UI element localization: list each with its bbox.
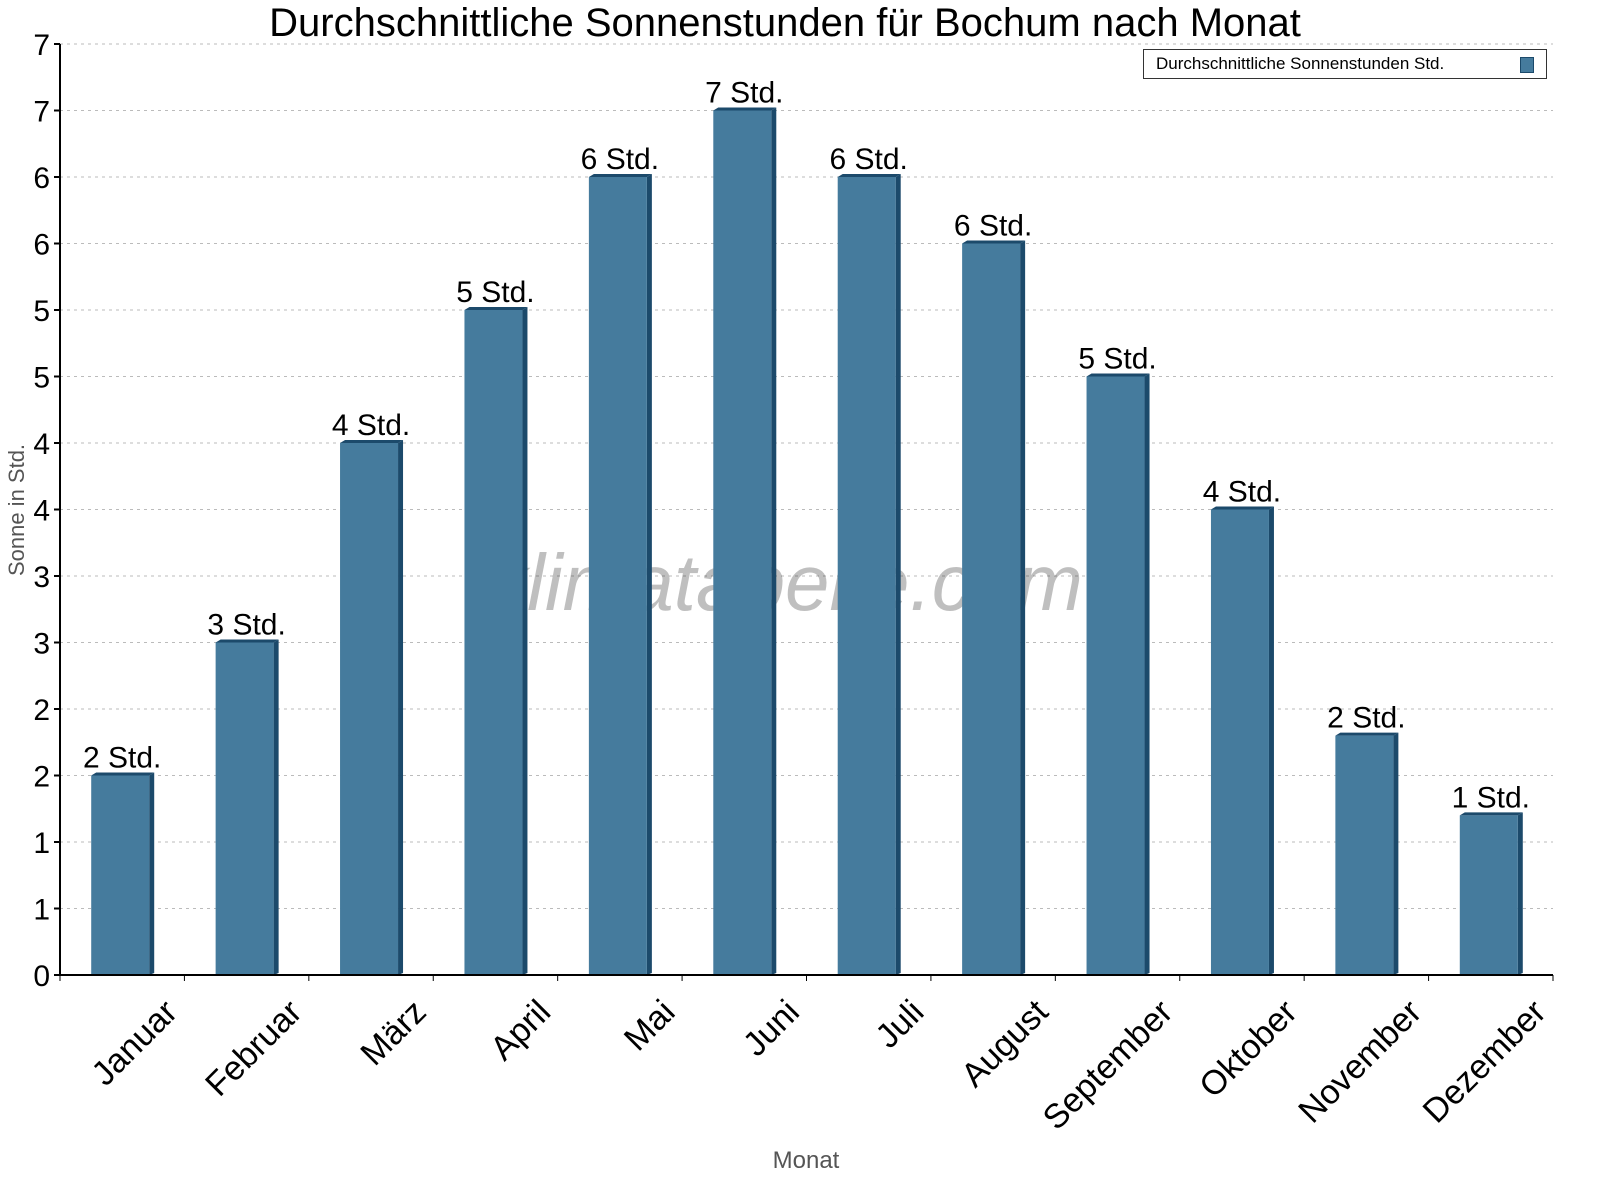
bar-top [215, 639, 279, 643]
bar-side [771, 107, 777, 975]
data-label: 6 Std. [830, 143, 908, 176]
data-label: 3 Std. [207, 609, 285, 642]
y-tick-label: 1 [33, 894, 50, 927]
data-label: 2 Std. [1327, 702, 1405, 735]
y-axis-label: Sonne in Std. [4, 444, 29, 576]
bar-side [1020, 240, 1026, 975]
x-tick-label: August [954, 992, 1056, 1094]
y-tick-label: 4 [33, 495, 50, 528]
x-tick-label: September [1036, 993, 1180, 1137]
chart-title: Durchschnittliche Sonnenstunden für Boch… [269, 1, 1301, 45]
data-label: 2 Std. [83, 742, 161, 775]
legend: Durchschnittliche Sonnenstunden Std. [1143, 49, 1547, 79]
data-label: 5 Std. [1078, 343, 1156, 376]
legend-label: Durchschnittliche Sonnenstunden Std. [1156, 54, 1445, 73]
data-label: 4 Std. [1203, 476, 1281, 509]
data-label: 7 Std. [705, 77, 783, 110]
y-tick-label: 6 [33, 229, 50, 262]
bar-top [340, 440, 404, 443]
data-label: 6 Std. [954, 210, 1032, 243]
bar [588, 177, 647, 975]
bar-top [1086, 373, 1150, 377]
y-tick-label: 5 [33, 295, 50, 328]
y-tick-label: 4 [33, 428, 50, 461]
bar [837, 177, 896, 975]
bar-side [398, 440, 404, 975]
x-tick-label: März [353, 993, 433, 1073]
y-tick-label: 3 [33, 561, 50, 594]
y-tick-label: 1 [33, 827, 50, 860]
bar-side [1393, 732, 1399, 975]
x-tick-label: Mai [617, 993, 683, 1059]
x-tick-label: Oktober [1192, 993, 1304, 1105]
bar-side [273, 639, 279, 975]
x-tick-label: November [1291, 993, 1429, 1131]
y-tick-label: 3 [33, 628, 50, 661]
bar [340, 443, 399, 975]
data-label: 1 Std. [1452, 781, 1530, 814]
bar-side [1268, 506, 1274, 975]
bar-top [588, 174, 652, 177]
bar [962, 243, 1021, 975]
y-tick-label: 5 [33, 362, 50, 395]
bar-top [91, 772, 155, 776]
bar-top [464, 307, 528, 310]
y-tick-label: 2 [33, 761, 50, 794]
bar [464, 310, 523, 975]
y-tick-label: 7 [33, 96, 50, 129]
bar-top [837, 174, 901, 177]
bar-side [646, 174, 652, 975]
bar [1210, 509, 1269, 975]
bar-top [1459, 812, 1523, 816]
data-label: 5 Std. [456, 276, 534, 309]
y-tick-label: 2 [33, 694, 50, 727]
x-tick-label: April [483, 993, 558, 1068]
x-tick-label: Juni [736, 993, 807, 1064]
x-tick-label: Februar [198, 993, 309, 1104]
legend-swatch [1520, 57, 1534, 73]
y-tick-label: 0 [33, 960, 50, 993]
x-tick-label: Dezember [1416, 993, 1554, 1131]
bar-side [522, 307, 528, 975]
x-tick-label: Januar [84, 993, 184, 1093]
data-label: 4 Std. [332, 409, 410, 442]
bar-top [713, 107, 777, 111]
bar-side [1517, 812, 1523, 975]
bar-top [1210, 506, 1274, 510]
bar-side [895, 174, 901, 975]
data-label: 6 Std. [581, 143, 659, 176]
bar [215, 642, 274, 975]
bar [1335, 735, 1394, 975]
y-tick-label: 6 [33, 162, 50, 195]
bar-top [1335, 732, 1399, 736]
y-tick-label: 7 [33, 29, 50, 62]
bar [1459, 815, 1518, 975]
bar-side [149, 772, 155, 975]
x-axis-label: Monat [773, 1147, 840, 1174]
bar [713, 110, 772, 975]
bar [91, 775, 150, 975]
x-tick-label: Juli [868, 993, 931, 1056]
bar [1086, 376, 1145, 975]
bar-top [962, 240, 1026, 244]
bar-side [1144, 373, 1150, 975]
